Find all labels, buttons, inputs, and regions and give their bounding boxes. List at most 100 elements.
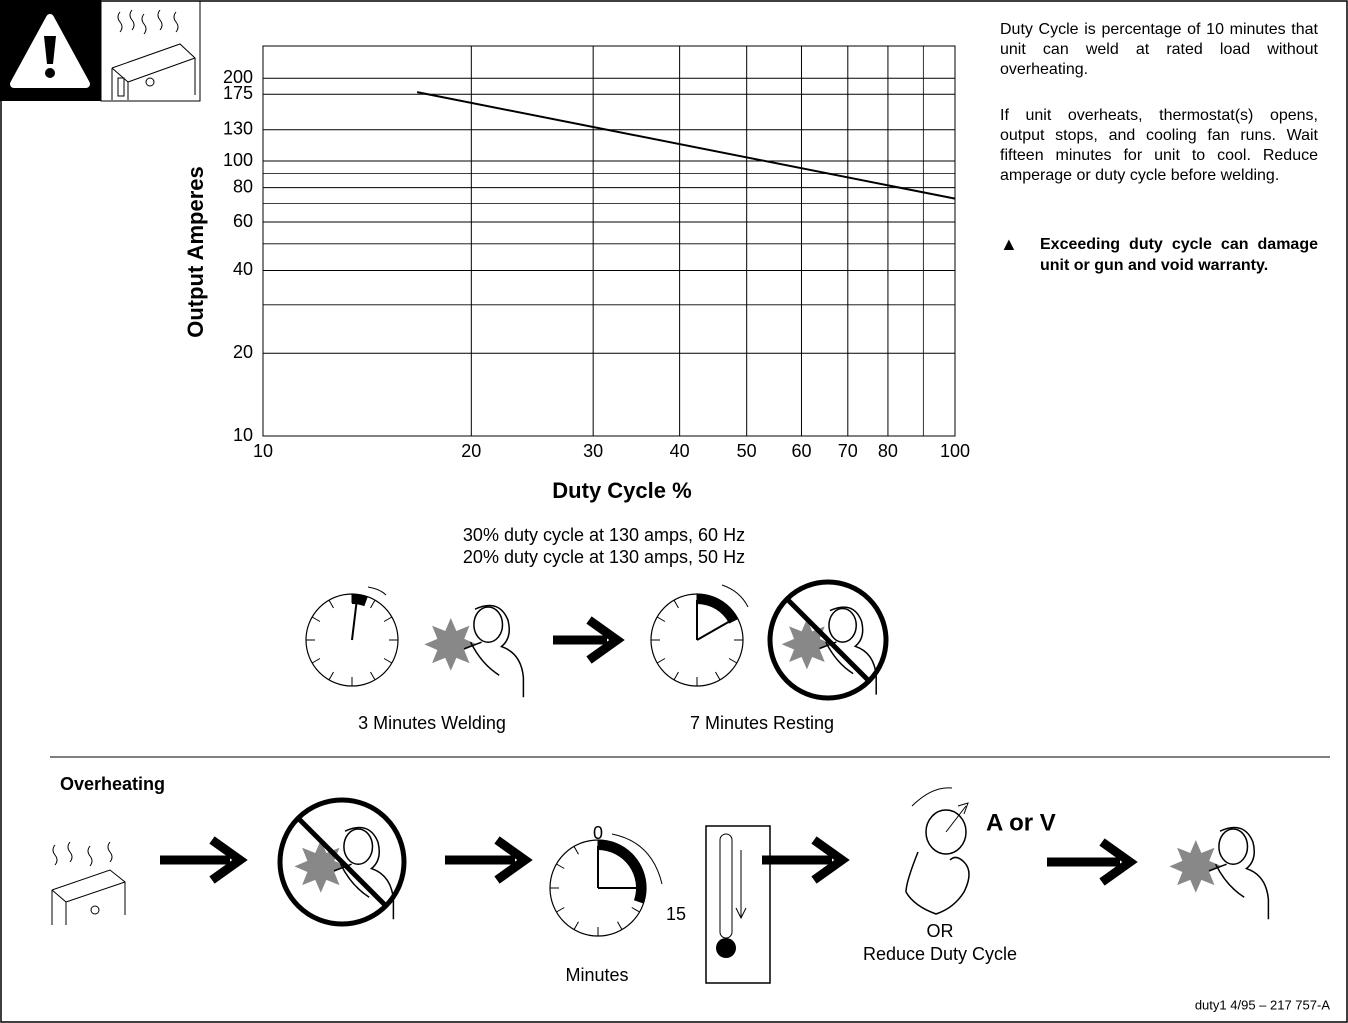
clock-tick [383, 616, 393, 622]
x-tick-label: 50 [737, 441, 757, 461]
y-tick-label: 20 [233, 342, 253, 362]
clock-start: 0 [593, 823, 603, 843]
welder-helmet [473, 606, 504, 643]
clock-arc [598, 840, 646, 904]
thermometer-tube [719, 833, 733, 939]
illustrations [51, 579, 1270, 984]
x-tick-label: 80 [878, 441, 898, 461]
clock-tick [370, 599, 376, 609]
side-paragraph: If unit overheats, thermostat(s) opens, … [1000, 107, 1318, 184]
knob-label: A or V [986, 809, 1056, 836]
duty-note: 20% duty cycle at 130 amps, 50 Hz [463, 547, 745, 567]
arrow-head [586, 616, 625, 664]
clock-tick [556, 863, 565, 869]
arrow-head [1099, 838, 1138, 886]
clock-tick [673, 671, 679, 681]
x-tick-label: 70 [838, 441, 858, 461]
duty-note: 30% duty cycle at 130 amps, 60 Hz [463, 525, 745, 545]
clock-tick [617, 921, 623, 930]
x-tick-label: 60 [791, 441, 811, 461]
clock-tick [631, 907, 640, 913]
clock-tick [715, 671, 721, 681]
y-tick-label: 100 [223, 150, 253, 170]
arrow-head [209, 836, 248, 884]
x-axis-label: Duty Cycle % [552, 478, 691, 503]
arrow-head [494, 836, 533, 884]
duty-step: 7 Minutes Resting [690, 713, 834, 733]
warning-dot [45, 68, 55, 78]
clock-tick [656, 616, 666, 622]
spark [781, 619, 833, 670]
clock-label: Minutes [565, 965, 628, 985]
or-label: OR [927, 921, 954, 941]
x-tick-label: 30 [583, 441, 603, 461]
clock-tick [311, 616, 321, 622]
heat-icon-top [111, 9, 196, 100]
spark [294, 840, 348, 893]
welder-helmet [1218, 828, 1249, 865]
welder-helmet [828, 607, 857, 643]
clock-motion [367, 586, 387, 596]
hand-glove [905, 851, 970, 915]
warning: ▲ Exceeding duty cycle can damage unit or… [1000, 234, 1318, 276]
warning-text: Exceeding duty cycle can damage unit or … [1040, 236, 1318, 274]
spark [1169, 840, 1223, 893]
side-paragraph: Duty Cycle is percentage of 10 minutes t… [1000, 21, 1318, 78]
clock-tick [573, 921, 579, 930]
y-tick-label: 175 [223, 83, 253, 103]
clock-tick [673, 599, 679, 609]
clock-tick [328, 599, 334, 609]
clock-tick [311, 658, 321, 664]
y-tick-label: 10 [233, 425, 253, 445]
x-tick-label: 40 [670, 441, 690, 461]
y-tick-label: 80 [233, 176, 253, 196]
thermometer-bulb [716, 938, 736, 958]
clock-arc [697, 594, 738, 624]
welder-body [463, 604, 525, 698]
clock-tick [370, 671, 376, 681]
clock-hand [351, 600, 358, 641]
thermometer-arrow [735, 850, 747, 920]
clock-tick [556, 907, 565, 913]
y-axis-label: Output Amperes [183, 166, 208, 338]
y-tick-label: 40 [233, 259, 253, 279]
prohibit-slash [785, 597, 871, 683]
series-line [416, 91, 956, 200]
heat-icon-knob [90, 905, 100, 915]
warning-mark [44, 36, 56, 64]
plot-frame [262, 45, 956, 437]
prohibit-ring [767, 579, 889, 701]
y-tick-label: 60 [233, 211, 253, 231]
clock-tick [383, 658, 393, 664]
clock-tick [728, 658, 738, 664]
clock-hand [696, 619, 733, 641]
welder-body [1208, 826, 1270, 920]
clock-motion [721, 584, 749, 608]
thermometer-frame [705, 825, 771, 984]
clock-motion [611, 833, 663, 885]
clock-tick [328, 671, 334, 681]
prohibit-slash [296, 816, 388, 908]
heat-icon [51, 841, 126, 925]
heat-box [100, 0, 201, 102]
spark [424, 618, 478, 671]
prohibit-ring [277, 797, 407, 927]
y-tick-label: 130 [223, 118, 253, 138]
welder-helmet [343, 828, 374, 865]
warning-icon: ▲ [1000, 234, 1018, 254]
knob-pointer [911, 787, 969, 833]
section-title: Overheating [60, 774, 165, 794]
arrow-head [811, 836, 850, 884]
y-tick-label: 200 [223, 67, 253, 87]
x-tick-label: 20 [461, 441, 481, 461]
x-tick-label: 100 [940, 441, 970, 461]
clock-tick [573, 846, 579, 855]
clock-tick [656, 658, 666, 664]
duty-step: 3 Minutes Welding [358, 713, 506, 733]
reduce-label: Reduce Duty Cycle [863, 944, 1017, 964]
clock-end: 15 [666, 904, 686, 924]
footer: duty1 4/95 – 217 757-A [1195, 997, 1330, 1012]
